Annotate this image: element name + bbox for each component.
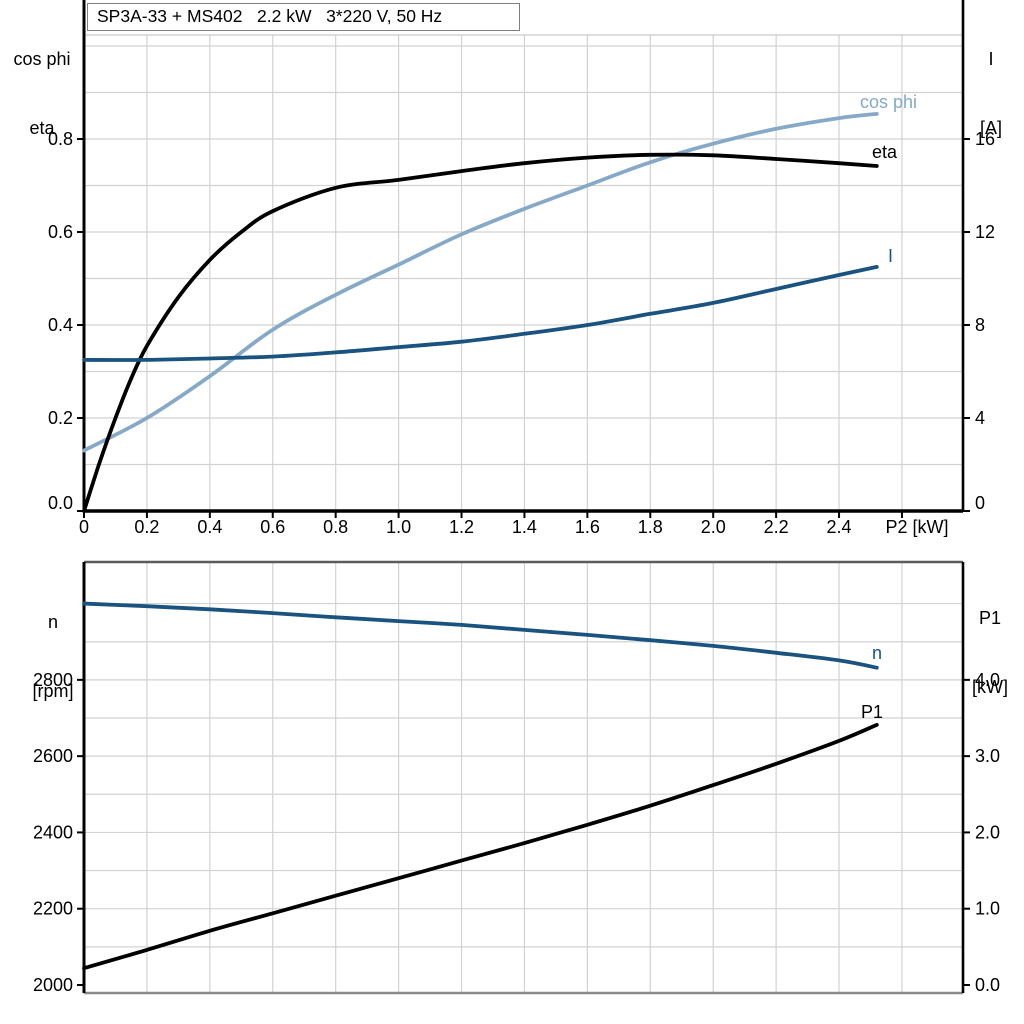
axis-title-rpm-unit: [rpm] [32, 681, 74, 701]
right-axis-tick-label: 4 [975, 408, 985, 428]
curve-label-current: I [888, 246, 894, 266]
curve-eta [82, 152, 879, 513]
left-axis-tick-label: 2600 [33, 746, 73, 766]
x-tick-label: 2.0 [701, 517, 726, 537]
right-axis-tick-label: 16 [975, 129, 995, 149]
left-axis-tick-label: 2000 [33, 975, 73, 995]
axis-title-n: n [47, 612, 58, 632]
x-tick-label: 1.2 [449, 517, 474, 537]
x-tick-label: 1.8 [638, 517, 663, 537]
axis-title-amps-unit: [A] [979, 118, 1002, 138]
x-tick-label: 2.4 [827, 517, 852, 537]
left-axis-tick-label: 0.8 [48, 129, 73, 149]
x-tick-label: 0.4 [197, 517, 222, 537]
axis-title-cos-phi: cos phi [13, 49, 71, 69]
right-axis-tick-label: 8 [975, 315, 985, 335]
axis-title-I: I [988, 49, 994, 69]
axis-title-p1: P1 [978, 608, 1002, 628]
curve-label-cos-phi: cos phi [860, 92, 918, 112]
axis-title-kw-unit: [kW] [972, 677, 1008, 697]
curve-cos-phi [82, 112, 879, 453]
left-axis-tick-label: 0.2 [48, 408, 73, 428]
left-axis-tick-label: 2400 [33, 822, 73, 842]
left-axis-tick-label: 2800 [33, 670, 73, 690]
right-axis-tick-label: 4.0 [975, 670, 1000, 690]
x-tick-label: 1.6 [575, 517, 600, 537]
chart-title-box: SP3A-33 + MS402 2.2 kW 3*220 V, 50 Hz [87, 3, 520, 31]
x-tick-label: 2.2 [764, 517, 789, 537]
x-tick-label: 0.8 [323, 517, 348, 537]
curve-i [82, 265, 879, 362]
left-axis-tick-label: 0.0 [48, 493, 73, 513]
x-tick-label: 1.0 [386, 517, 411, 537]
curve-p1 [82, 723, 879, 971]
curve-n [82, 601, 879, 670]
x-axis-title: P2 [kW] [885, 517, 949, 537]
right-axis-tick-label: 3.0 [975, 746, 1000, 766]
x-tick-label: 0.6 [260, 517, 285, 537]
x-tick-label: 0 [79, 517, 89, 537]
right-axis-tick-label: 0 [975, 493, 985, 513]
right-axis-tick-label: 0.0 [975, 975, 1000, 995]
x-tick-label: 1.4 [512, 517, 537, 537]
curve-label-eta: eta [872, 142, 898, 162]
axis-title-eta: eta [29, 118, 55, 138]
right-axis-tick-label: 1.0 [975, 899, 1000, 919]
curve-label-p1: P1 [861, 702, 884, 722]
top-right-axis-title: I [A] [959, 2, 1023, 186]
bottom-right-axis-title: P1 [kW] [957, 561, 1023, 745]
right-axis-tick-label: 12 [975, 222, 995, 242]
left-axis-tick-label: 0.6 [48, 222, 73, 242]
curve-label-n: n [872, 643, 883, 663]
bottom-left-axis-title: n [rpm] [14, 565, 92, 749]
top-left-axis-title: cos phi eta [2, 2, 82, 186]
left-axis-tick-label: 2200 [33, 899, 73, 919]
left-axis-tick-label: 0.4 [48, 315, 73, 335]
right-axis-tick-label: 2.0 [975, 822, 1000, 842]
x-tick-label: 0.2 [134, 517, 159, 537]
